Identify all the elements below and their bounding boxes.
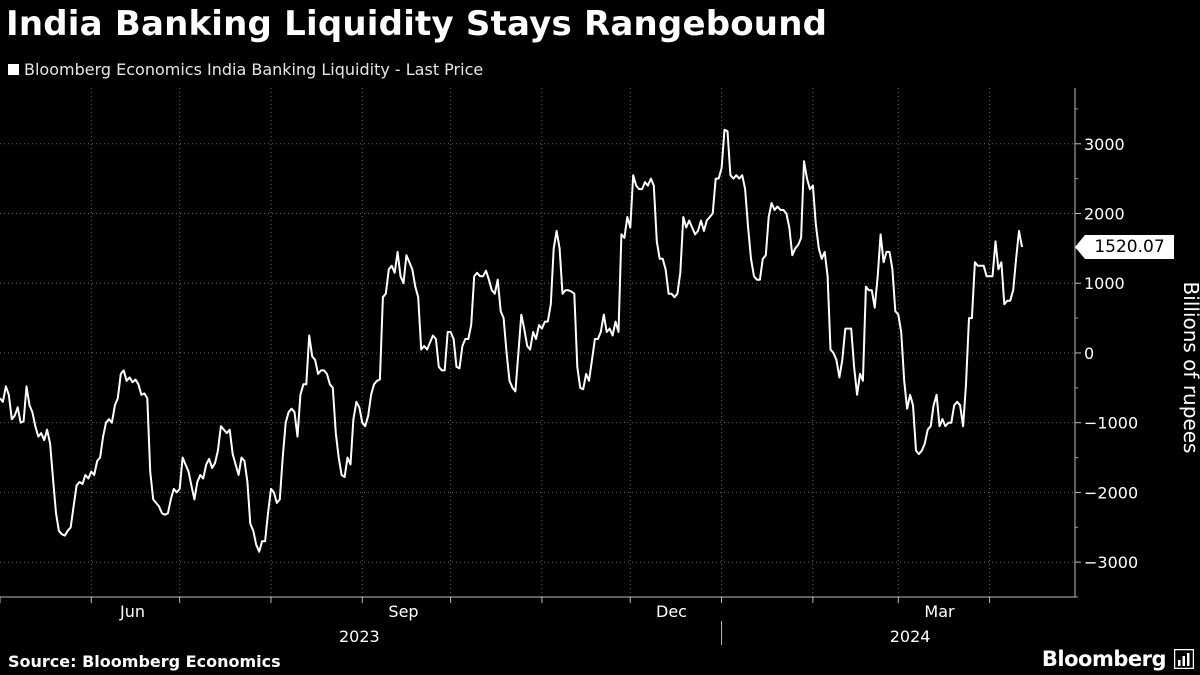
x-tick-label: Dec [656,602,687,621]
last-value-text: 1520.07 [1094,237,1164,257]
chart-title: India Banking Liquidity Stays Rangebound [6,4,828,44]
y-tick-label: 3000 [1084,135,1125,154]
y-axis: 3000 2000 1000 0 −1000 −2000 −3000 [1074,88,1138,598]
legend-swatch [8,64,19,75]
series-line [0,128,1023,553]
y-tick-label: −2000 [1084,483,1138,502]
y-axis-label: Billions of rupees [1179,282,1200,454]
bloomberg-logo: Bloomberg [1041,647,1167,671]
x-axis: Jun Sep Dec Mar 2023 2024 [0,596,1075,646]
x-tick-label: Jun [119,602,145,621]
terminal-icon [1174,649,1194,669]
source-note: Source: Bloomberg Economics [8,652,281,671]
y-tick-label: 0 [1084,344,1094,363]
y-tick-label: 2000 [1084,205,1125,224]
legend-label: Bloomberg Economics India Banking Liquid… [24,60,484,79]
x-year-label: 2024 [890,627,931,646]
last-value-label-bg [1075,234,1174,259]
x-tick-label: Mar [924,602,955,621]
x-year-label: 2023 [339,627,380,646]
x-tick-label: Sep [388,602,418,621]
y-tick-label: −3000 [1084,553,1138,572]
last-value-label: 1520.07 [1075,234,1174,259]
grid [0,88,1075,597]
y-tick-label: −1000 [1084,414,1138,433]
legend: Bloomberg Economics India Banking Liquid… [8,60,483,79]
brand: Bloomberg [1042,647,1194,671]
y-tick-label: 1000 [1084,274,1125,293]
